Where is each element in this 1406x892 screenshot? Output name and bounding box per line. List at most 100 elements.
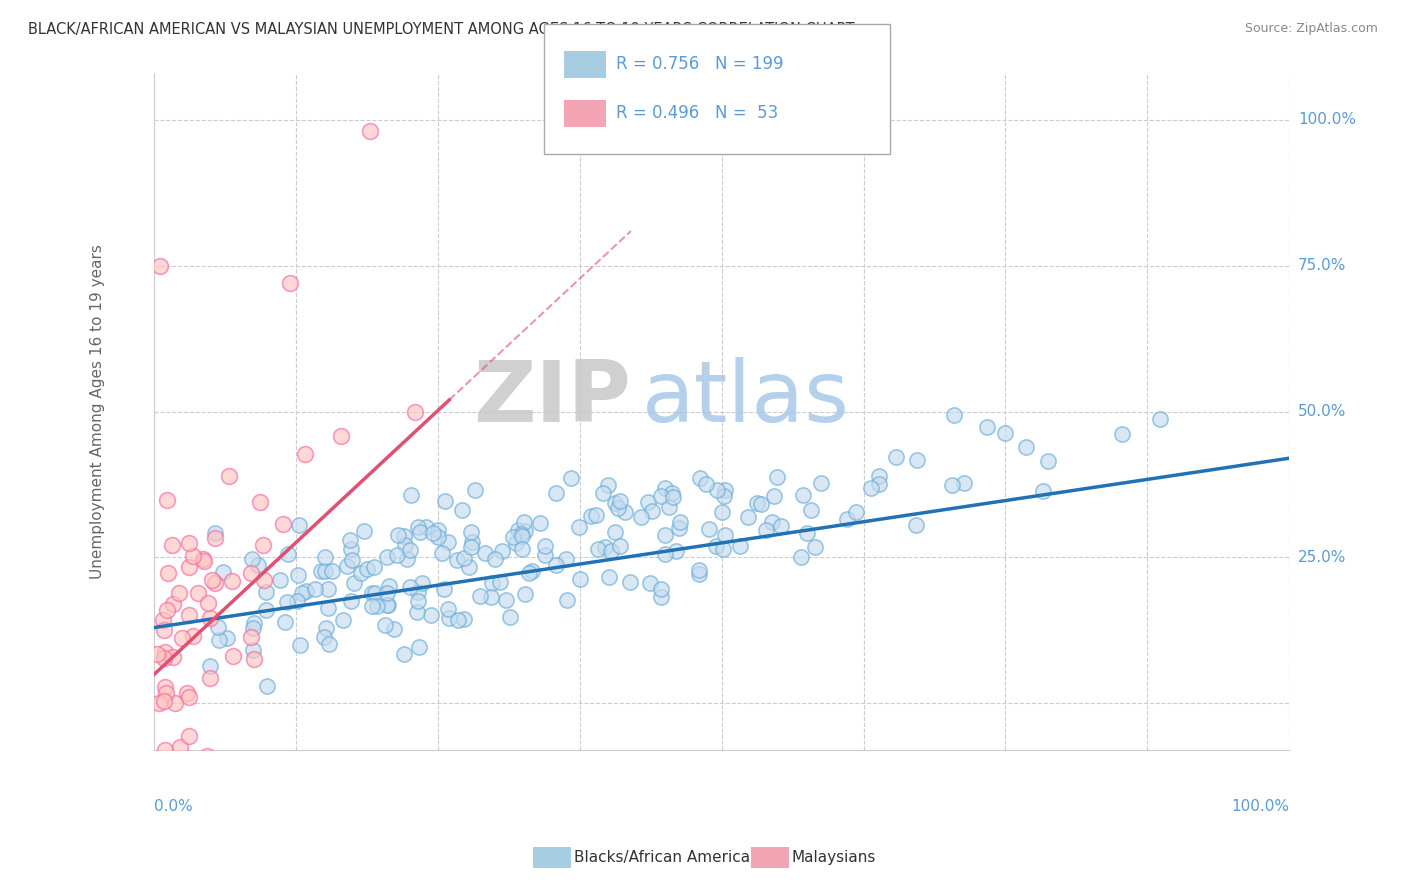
Point (1036, 454, 1059, 468)
Point (254, 603, 277, 617)
Point (162, 790, 184, 805)
Text: Malaysians: Malaysians (792, 850, 876, 864)
Point (269, 574, 291, 588)
Point (762, 489, 785, 503)
Point (609, 539, 631, 553)
Text: 0.0%: 0.0% (155, 799, 193, 814)
Point (273, 516, 295, 531)
Point (595, 540, 617, 554)
Point (394, 529, 416, 543)
Point (398, 543, 420, 558)
Point (252, 538, 274, 552)
Point (375, 598, 398, 612)
Point (697, 523, 720, 537)
Point (340, 542, 363, 557)
Point (489, 574, 512, 589)
Point (177, 608, 200, 623)
Point (796, 526, 818, 541)
Point (360, 585, 382, 599)
Point (513, 587, 536, 601)
Point (661, 485, 683, 500)
Point (658, 500, 681, 514)
Point (187, 586, 209, 600)
Point (254, 585, 277, 599)
Point (994, 426, 1017, 441)
Point (309, 564, 332, 578)
Point (387, 527, 409, 541)
Point (256, 679, 278, 693)
Point (464, 483, 486, 498)
Point (294, 584, 316, 599)
Point (544, 558, 567, 572)
Point (321, 564, 343, 578)
Point (422, 525, 444, 540)
Point (749, 497, 772, 511)
Point (363, 560, 385, 574)
Point (505, 536, 527, 550)
Point (710, 505, 733, 519)
Point (943, 408, 966, 422)
Point (375, 549, 398, 564)
Point (294, 447, 316, 461)
Point (941, 477, 963, 491)
Point (149, 259, 172, 273)
Point (193, 554, 215, 568)
Point (198, 611, 221, 625)
Point (513, 516, 536, 530)
Point (204, 531, 226, 545)
Point (426, 530, 449, 544)
Point (792, 488, 814, 502)
Point (905, 518, 928, 533)
Text: Source: ZipAtlas.com: Source: ZipAtlas.com (1244, 22, 1378, 36)
Point (179, 536, 201, 550)
Text: BLACK/AFRICAN AMERICAN VS MALAYSIAN UNEMPLOYMENT AMONG AGES 16 TO 19 YEARS CORRE: BLACK/AFRICAN AMERICAN VS MALAYSIAN UNEM… (28, 22, 855, 37)
Point (406, 520, 429, 534)
Point (221, 574, 243, 588)
Point (287, 594, 309, 608)
Point (509, 526, 531, 541)
Point (274, 615, 297, 629)
Text: 50.0%: 50.0% (1298, 404, 1347, 419)
Point (181, 629, 204, 643)
Point (976, 420, 998, 434)
Point (665, 543, 688, 558)
Point (153, 743, 176, 757)
Point (513, 524, 536, 538)
Point (359, 124, 381, 138)
Point (155, 645, 177, 659)
Point (408, 640, 430, 655)
Point (662, 491, 685, 505)
Point (374, 618, 396, 632)
Point (446, 553, 468, 567)
Text: Blacks/African Americans: Blacks/African Americans (574, 850, 768, 864)
Point (191, 552, 214, 566)
Text: R = 0.496   N =  53: R = 0.496 N = 53 (616, 104, 778, 122)
Point (654, 547, 676, 561)
Point (603, 495, 626, 509)
Point (179, 690, 201, 704)
Point (1032, 484, 1054, 499)
Point (157, 566, 180, 581)
Point (356, 562, 378, 576)
Point (419, 607, 441, 622)
Point (169, 740, 191, 755)
Point (276, 595, 298, 609)
Point (314, 631, 336, 645)
Point (242, 643, 264, 657)
Point (366, 599, 388, 613)
Point (654, 481, 676, 495)
Point (859, 481, 882, 495)
Point (884, 450, 907, 464)
Point (242, 651, 264, 665)
Point (654, 528, 676, 542)
Point (183, 786, 205, 800)
Text: ZIP: ZIP (474, 357, 631, 440)
Point (176, 686, 198, 700)
Point (711, 542, 734, 557)
Point (770, 518, 793, 533)
Point (609, 493, 631, 508)
Point (510, 541, 533, 556)
Point (457, 559, 479, 574)
Point (510, 528, 533, 542)
Point (217, 631, 239, 645)
